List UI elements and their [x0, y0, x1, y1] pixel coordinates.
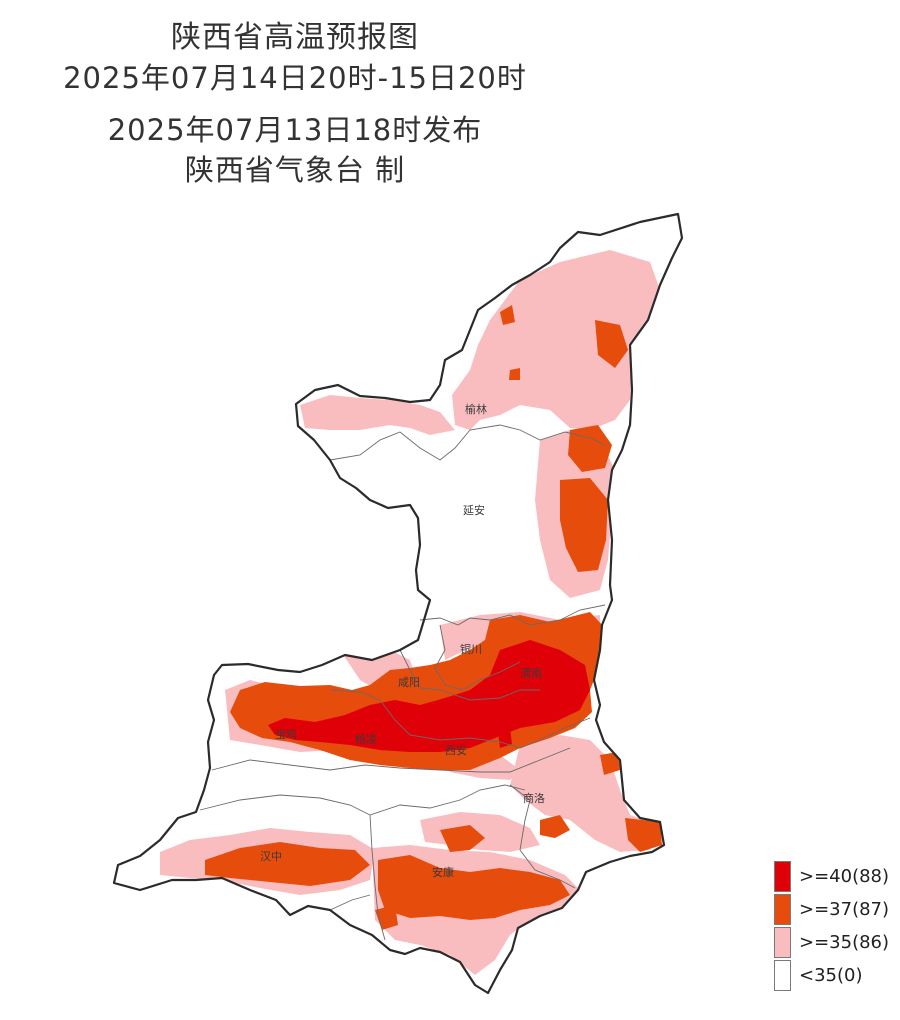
zone-40	[268, 640, 590, 752]
province-outline	[112, 212, 684, 995]
legend-swatch	[774, 894, 791, 925]
city-label-xianyang: 咸阳	[398, 676, 420, 689]
city-label-yulin: 榆林	[465, 402, 487, 416]
legend-item: <35(0)	[774, 959, 889, 992]
city-label-tongchuan: 铜川	[460, 642, 482, 656]
city-label-yangling: 杨凌	[355, 732, 377, 746]
legend-label: >=40(88)	[799, 866, 890, 887]
legend-label: >=35(86)	[799, 932, 890, 953]
legend-swatch	[774, 960, 791, 991]
legend-item: >=35(86)	[774, 926, 889, 959]
city-label-baoji: 宝鸡	[275, 727, 297, 741]
map-title: 陕西省高温预报图	[171, 20, 419, 55]
city-label-shangluo: 商洛	[523, 791, 545, 805]
map-title-block: 陕西省高温预报图 2025年07月14日20时-15日20时 2025年07月1…	[40, 18, 550, 190]
city-label-yanan: 延安	[463, 503, 485, 517]
legend-item: >=37(87)	[774, 893, 889, 926]
forecast-period: 2025年07月14日20时-15日20时	[63, 61, 527, 95]
legend-swatch	[774, 927, 791, 958]
legend-label: >=37(87)	[799, 899, 890, 920]
city-label-xian: 西安	[445, 743, 467, 757]
producer-credit: 陕西省气象台 制	[184, 153, 406, 187]
city-labels: 榆林 延安 铜川 咸阳 渭南 宝鸡 杨凌 西安 商洛 汉中 安康	[260, 402, 545, 879]
legend-label: <35(0)	[799, 965, 863, 986]
prefecture-boundaries	[199, 424, 606, 941]
city-label-weinan: 渭南	[520, 667, 542, 680]
legend: >=40(88) >=37(87) >=35(86) <35(0)	[774, 860, 889, 992]
legend-swatch	[774, 861, 791, 892]
legend-item: >=40(88)	[774, 860, 889, 893]
issue-time: 2025年07月13日18时发布	[107, 113, 483, 147]
city-label-ankang: 安康	[432, 865, 454, 879]
city-label-hanzhong: 汉中	[260, 850, 282, 863]
